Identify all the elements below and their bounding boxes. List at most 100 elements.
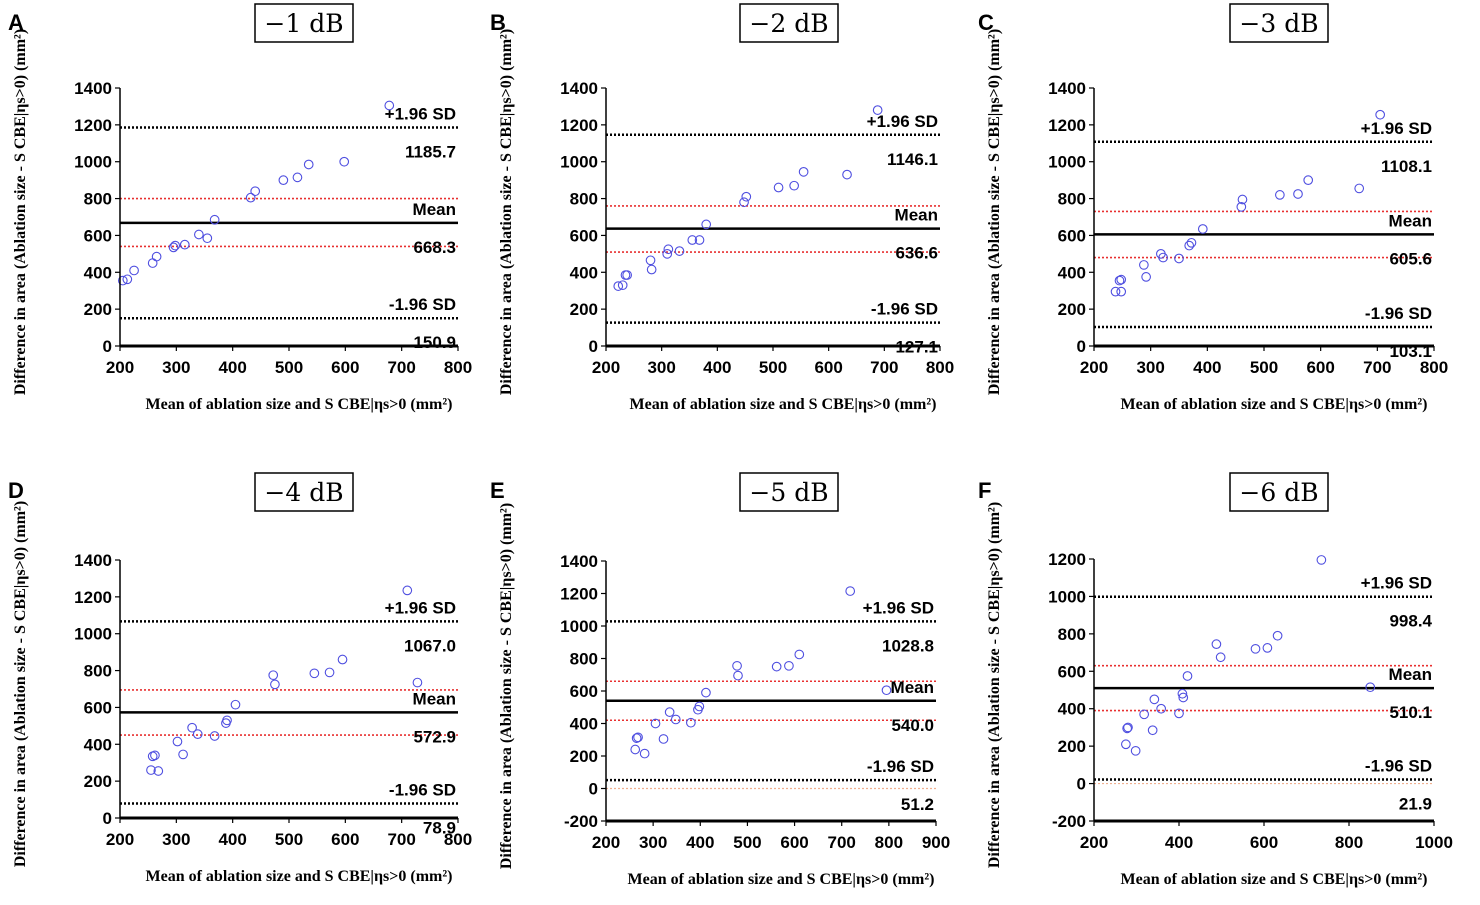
data-point [153, 766, 164, 776]
data-point [739, 197, 749, 208]
x-tick-label: 600 [331, 830, 359, 849]
data-point [794, 649, 805, 660]
lower-sd-label: -1.96 SD [389, 780, 456, 799]
y-tick-label: 1400 [74, 79, 112, 98]
x-tick-label: 300 [1136, 358, 1164, 377]
lower-sd-label: -1.96 SD [389, 295, 456, 314]
data-point [1123, 722, 1133, 733]
data-point [872, 105, 883, 115]
y-tick-label: 600 [1058, 662, 1086, 681]
y-tick-label: 0 [589, 780, 598, 799]
data-point [686, 717, 696, 728]
data-point [1211, 639, 1222, 650]
chart-title: −4 dB [264, 478, 343, 507]
data-point [1174, 253, 1184, 264]
x-tick-label: 700 [870, 358, 898, 377]
data-point [117, 275, 128, 286]
data-point [1197, 224, 1208, 234]
y-tick-label: 1000 [560, 617, 598, 636]
data-point [1116, 286, 1127, 297]
title-box [739, 472, 839, 512]
y-tick-label: 400 [570, 715, 598, 734]
upper-sd-label: +1.96 SD [385, 598, 456, 617]
x-tick-label: 700 [828, 833, 856, 852]
title-box [254, 472, 354, 512]
y-tick-label: 0 [103, 337, 112, 356]
data-point [146, 765, 156, 775]
data-point [1184, 240, 1195, 251]
panel-f: F −6 dB +1.96 SD 998.4 Mean 510.1 -1.96 SD 21.9… [978, 472, 1453, 888]
upper-sd-label: +1.96 SD [1361, 119, 1432, 138]
x-tick-label: 800 [1335, 833, 1363, 852]
y-tick-label: 1200 [560, 116, 598, 135]
y-tick-label: 0 [103, 809, 112, 828]
y-tick-label: 200 [84, 772, 112, 791]
y-tick-label: 0 [589, 337, 598, 356]
data-point [151, 251, 162, 262]
data-point [639, 748, 650, 759]
x-tick-label: 200 [106, 830, 134, 849]
data-point [1139, 260, 1149, 270]
data-point [1237, 194, 1248, 205]
data-point [292, 172, 303, 183]
data-point [278, 175, 289, 185]
y-tick-label: 600 [570, 682, 598, 701]
x-tick-label: 500 [275, 830, 303, 849]
data-point [741, 191, 752, 202]
data-point [842, 169, 852, 180]
y-tick-label: 1200 [1048, 550, 1086, 569]
x-tick-label: 200 [1080, 358, 1108, 377]
data-point [1262, 643, 1273, 653]
upper-sd-value: 1185.7 [405, 142, 456, 161]
data-point [845, 586, 856, 596]
data-point [1141, 272, 1151, 282]
y-axis-label: Difference in area (Ablation size - S CB… [498, 29, 515, 395]
data-point [1149, 694, 1160, 705]
y-tick-label: 200 [570, 300, 598, 319]
data-point [650, 718, 661, 729]
data-point [633, 732, 643, 743]
upper-sd-label: +1.96 SD [1361, 574, 1432, 593]
y-tick-label: 1400 [1048, 79, 1086, 98]
data-point [1182, 671, 1193, 681]
data-point [622, 270, 633, 280]
x-tick-label: 300 [647, 358, 675, 377]
data-point [1158, 252, 1168, 263]
mean-value: 636.6 [895, 244, 938, 263]
data-point [733, 670, 743, 681]
mean-label: Mean [413, 689, 456, 708]
data-point [202, 233, 213, 244]
y-tick-label: 1000 [74, 153, 112, 172]
data-point [147, 258, 158, 268]
mean-value: 510.1 [1389, 703, 1432, 722]
x-tick-label: 300 [162, 358, 190, 377]
x-tick-label: 400 [703, 358, 731, 377]
data-point [1122, 723, 1132, 734]
panel-e: E −5 dB +1.96 SD 1028.8 Mean 540.0 -1.96 SD 51.… [490, 472, 950, 888]
lower-sd-label: -1.96 SD [1365, 756, 1432, 775]
data-point [674, 246, 685, 256]
panel-letter: E [490, 478, 505, 503]
data-point [663, 244, 674, 255]
chart-title: −1 dB [264, 9, 343, 38]
data-point [694, 235, 705, 245]
data-point [1116, 274, 1127, 285]
data-point [662, 249, 673, 259]
data-point [1236, 202, 1247, 212]
x-tick-label: 500 [275, 358, 303, 377]
data-point [209, 731, 220, 741]
y-tick-label: 200 [1058, 737, 1086, 756]
chart-title: −3 dB [1239, 9, 1318, 38]
data-point [402, 585, 413, 596]
mean-label: Mean [895, 206, 938, 225]
data-point [303, 159, 314, 170]
x-axis-label: Mean of ablation size and S CBE|ηs>0 (mm… [1121, 396, 1428, 413]
upper-sd-value: 1028.8 [882, 636, 934, 655]
data-point [1121, 739, 1131, 750]
data-point [1316, 555, 1327, 565]
x-tick-label: 800 [926, 358, 954, 377]
mean-value: 540.0 [891, 716, 934, 735]
data-point [412, 677, 423, 688]
mean-label: Mean [891, 678, 934, 697]
data-point [194, 229, 204, 240]
